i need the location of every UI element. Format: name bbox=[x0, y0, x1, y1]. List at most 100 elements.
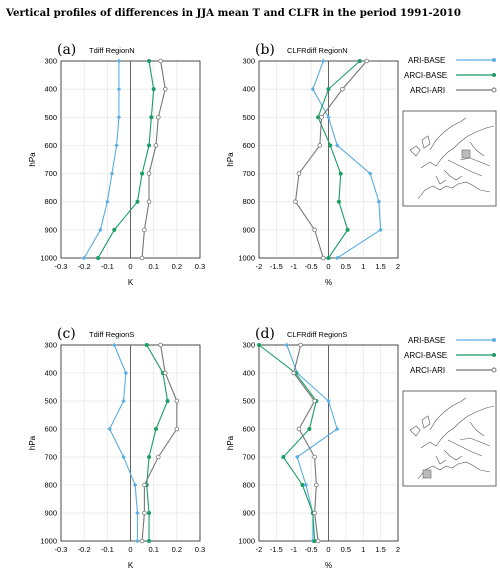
data-point-ari-base bbox=[295, 454, 300, 460]
data-point-ari-base bbox=[378, 227, 383, 233]
series-line-ari-base bbox=[312, 60, 382, 259]
legend-marker-ari-base bbox=[492, 338, 496, 342]
data-point-ari-base bbox=[334, 255, 340, 261]
data-point-arci-base bbox=[326, 87, 331, 92]
data-point-ari-base bbox=[98, 227, 103, 233]
y-tick-label: 800 bbox=[44, 481, 57, 490]
y-tick-label: 300 bbox=[242, 57, 255, 66]
series-line-arci-ari bbox=[293, 344, 319, 542]
data-point-ari-base bbox=[376, 199, 382, 204]
data-point-arci-base bbox=[300, 483, 305, 487]
x-tick-label: 0.3 bbox=[195, 545, 205, 554]
data-point-arci-ari bbox=[319, 114, 324, 120]
legend-marker-arci-base bbox=[492, 73, 496, 77]
panel-title: Tdiff RegionS bbox=[89, 330, 134, 339]
data-point-ari-base bbox=[303, 482, 309, 488]
data-point-ari-base bbox=[112, 342, 117, 348]
y-tick-label: 300 bbox=[44, 341, 57, 350]
panel-label: (d) bbox=[255, 326, 275, 342]
y-axis-label: hPa bbox=[226, 152, 235, 167]
series-line-arci-base bbox=[317, 60, 361, 259]
x-tick-label: 2 bbox=[396, 545, 400, 554]
y-tick-label: 600 bbox=[44, 425, 57, 434]
data-point-arci-base bbox=[257, 343, 261, 347]
x-tick-label: -2 bbox=[256, 262, 263, 271]
data-point-arci-ari bbox=[146, 199, 152, 205]
data-point-ari-base bbox=[121, 398, 126, 404]
y-tick-label: 400 bbox=[44, 369, 57, 378]
legend-top: ARI-BASE ARCI-BASE ARCI-ARI bbox=[404, 56, 497, 95]
x-axis-label: K bbox=[128, 561, 134, 570]
data-point-arci-base bbox=[147, 455, 152, 459]
data-point-arci-ari bbox=[156, 114, 161, 120]
data-point-arci-ari bbox=[142, 482, 147, 488]
x-tick-label: 0 bbox=[128, 545, 132, 554]
data-point-ari-base bbox=[109, 171, 115, 176]
y-tick-label: 600 bbox=[242, 425, 255, 434]
data-point-arci-base bbox=[151, 87, 156, 92]
data-point-arci-ari bbox=[291, 370, 297, 376]
panel-title: CLFRdiff RegionS bbox=[287, 330, 347, 339]
data-point-arci-ari bbox=[139, 538, 145, 544]
data-point-arci-ari bbox=[156, 454, 161, 460]
panel-d: -2 -1.5 -1 -0.5 0 0.5 1 1.5 2 300 400 500 600 700 800 9… bbox=[226, 326, 400, 570]
data-point-arci-ari bbox=[312, 227, 317, 233]
x-tick-label: -0.5 bbox=[305, 262, 318, 271]
data-point-arci-base bbox=[345, 227, 350, 232]
panel-a: -0.3 -0.2 -0.1 0 0.1 0.2 0.3 300 400 500 600 700 800… bbox=[28, 42, 205, 287]
data-point-ari-base bbox=[116, 115, 122, 120]
x-tick-label: -1 bbox=[290, 262, 297, 271]
y-tick-label: 700 bbox=[242, 453, 255, 462]
x-tick-label: -1.5 bbox=[270, 262, 283, 271]
data-point-arci-base bbox=[338, 171, 343, 176]
legend-label-arci-base: ARCI-BASE bbox=[404, 351, 447, 360]
x-tick-label: -0.3 bbox=[55, 545, 68, 554]
data-point-arci-ari bbox=[139, 255, 145, 261]
legend-label-arci-ari: ARCI-ARI bbox=[410, 366, 445, 375]
data-point-ari-base bbox=[81, 255, 87, 261]
y-tick-label: 600 bbox=[44, 141, 57, 150]
data-point-arci-base bbox=[357, 59, 362, 63]
y-tick-label: 900 bbox=[44, 225, 57, 234]
y-tick-label: 900 bbox=[242, 225, 255, 234]
y-tick-label: 300 bbox=[44, 57, 57, 66]
data-point-arci-ari bbox=[340, 86, 345, 92]
data-point-arci-ari bbox=[314, 482, 319, 488]
panel-title: Tdiff RegionN bbox=[89, 46, 135, 55]
series-line-ari-base bbox=[109, 344, 138, 541]
y-tick-label: 800 bbox=[242, 481, 255, 490]
data-point-arci-ari bbox=[312, 510, 317, 516]
data-point-ari-base bbox=[123, 370, 129, 376]
data-point-arci-base bbox=[112, 227, 117, 232]
data-point-arci-base bbox=[96, 256, 101, 260]
legend-label-arci-ari: ARCI-ARI bbox=[410, 86, 445, 95]
y-tick-label: 400 bbox=[242, 369, 255, 378]
panel-c: -0.3 -0.2 -0.1 0 0.1 0.2 0.3 300 400 500 600 700 800… bbox=[28, 326, 205, 570]
y-tick-label: 700 bbox=[44, 453, 57, 462]
legend-marker-ari-base bbox=[492, 58, 496, 62]
x-tick-label: -0.2 bbox=[78, 545, 91, 554]
y-tick-label: 800 bbox=[44, 197, 57, 206]
x-tick-label: 0.2 bbox=[172, 545, 182, 554]
legend-label-ari-base: ARI-BASE bbox=[408, 56, 445, 65]
x-tick-label: 0.5 bbox=[341, 545, 351, 554]
data-point-ari-base bbox=[114, 143, 119, 148]
legend-bottom: ARI-BASE ARCI-BASE ARCI-ARI bbox=[404, 336, 497, 375]
y-tick-label: 1000 bbox=[238, 254, 255, 263]
data-point-arci-base bbox=[326, 256, 331, 260]
x-axis-label: K bbox=[128, 278, 134, 287]
data-point-arci-ari bbox=[320, 255, 326, 261]
data-point-ari-base bbox=[310, 86, 316, 92]
y-axis-label: hPa bbox=[28, 435, 37, 450]
data-point-arci-ari bbox=[174, 426, 180, 432]
data-point-arci-base bbox=[336, 199, 341, 204]
x-tick-label: 1 bbox=[361, 262, 365, 271]
data-point-arci-base bbox=[328, 143, 333, 148]
panel-label: (b) bbox=[255, 42, 275, 58]
data-point-ari-base bbox=[368, 171, 373, 176]
legend-marker-arci-ari bbox=[491, 367, 497, 373]
y-tick-label: 400 bbox=[44, 85, 57, 94]
x-tick-label: 0 bbox=[128, 262, 132, 271]
legend-label-arci-base: ARCI-BASE bbox=[404, 71, 447, 80]
data-point-arci-base bbox=[153, 427, 158, 431]
